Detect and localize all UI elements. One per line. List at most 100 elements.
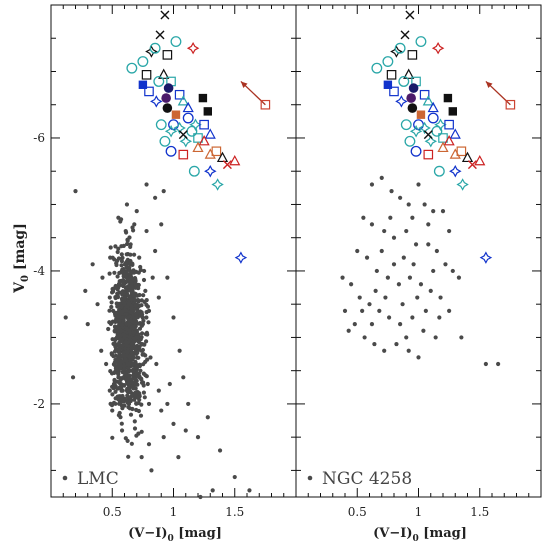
cepheid-filled-square [138, 80, 148, 89]
x-axis-label-right-unit: [mag] [419, 526, 467, 541]
field-star [129, 297, 134, 302]
field-star [167, 381, 172, 387]
field-star [146, 442, 152, 447]
field-star [125, 241, 130, 247]
cepheid-cross [400, 30, 410, 40]
legend-marker [307, 475, 313, 481]
cepheid-square [260, 99, 271, 110]
cepheid-square [423, 149, 434, 160]
cepheid-triangle [192, 141, 204, 153]
field-star [210, 488, 215, 493]
field-star [116, 246, 121, 251]
field-star [119, 263, 124, 268]
field-star [123, 358, 128, 363]
field-star [176, 455, 181, 460]
field-star [483, 361, 488, 367]
field-star [129, 377, 134, 382]
cepheid-circle [394, 42, 406, 54]
field-star [128, 398, 133, 404]
field-star [372, 341, 377, 347]
cepheid-square [199, 119, 209, 130]
cepheid-star [431, 41, 445, 55]
field-star [140, 322, 145, 327]
field-star [122, 335, 127, 340]
field-star [126, 405, 131, 410]
field-star [183, 428, 188, 433]
field-star [181, 375, 186, 380]
field-star [110, 319, 115, 324]
field-star [109, 351, 114, 356]
field-star [141, 342, 146, 347]
cepheid-circle [433, 165, 445, 177]
field-star [125, 257, 130, 262]
cepheid-star [189, 118, 202, 131]
field-star [126, 301, 131, 306]
field-star [123, 261, 129, 266]
reddening-arrow-head [485, 81, 493, 89]
field-star [357, 295, 362, 300]
field-star [118, 328, 123, 334]
field-star [404, 335, 409, 340]
field-star [113, 337, 118, 342]
y-axis-label: V0 [mag] [12, 223, 31, 294]
field-star [131, 293, 136, 298]
field-star [139, 298, 144, 303]
cepheid-circle [149, 42, 161, 54]
field-star [394, 341, 399, 347]
field-star [113, 325, 118, 330]
field-star [119, 259, 124, 264]
field-star [134, 407, 139, 413]
cepheid-star [449, 164, 462, 178]
field-star [141, 318, 146, 323]
field-star [110, 435, 115, 440]
field-star [137, 326, 143, 331]
field-star [95, 302, 100, 307]
field-star [112, 380, 117, 385]
field-star [133, 346, 138, 351]
field-star [367, 302, 372, 307]
field-star [124, 252, 129, 257]
cepheid-circle [159, 135, 171, 147]
cepheid-cross [222, 160, 232, 170]
x-tick-label: 1 [170, 505, 178, 519]
field-star [113, 347, 118, 352]
cepheid-filled-square [198, 93, 208, 103]
cepheid-star [204, 164, 217, 178]
field-star [418, 282, 424, 287]
cepheid-triangle [177, 95, 189, 106]
field-star [145, 332, 150, 337]
field-star [122, 383, 127, 388]
field-star [133, 278, 138, 284]
field-star [156, 295, 161, 300]
field-star [108, 369, 113, 374]
field-star [113, 401, 118, 406]
field-star [120, 255, 125, 260]
field-star [141, 371, 146, 376]
field-star [133, 285, 138, 290]
field-star [437, 315, 442, 320]
field-star [140, 352, 145, 357]
field-star [342, 308, 348, 313]
cepheid-cross [155, 30, 165, 40]
field-star [440, 209, 446, 214]
cepheid-triangle [474, 154, 486, 166]
x-axis-label-left-sub: 0 [168, 534, 174, 544]
field-star [426, 242, 431, 247]
field-star [133, 282, 138, 287]
field-star [369, 322, 375, 327]
field-star [144, 339, 149, 344]
field-star [124, 202, 130, 207]
cepheid-square [444, 119, 454, 130]
field-star [153, 248, 158, 254]
field-star [118, 303, 123, 308]
cepheid-triangle [204, 128, 216, 139]
field-star [142, 395, 147, 400]
field-star [195, 435, 201, 440]
field-star [138, 368, 143, 373]
field-star [132, 426, 138, 431]
field-star [496, 361, 501, 367]
cepheid-triangle [204, 148, 216, 159]
field-star [398, 195, 403, 200]
field-star [398, 322, 403, 327]
field-star [131, 270, 136, 275]
